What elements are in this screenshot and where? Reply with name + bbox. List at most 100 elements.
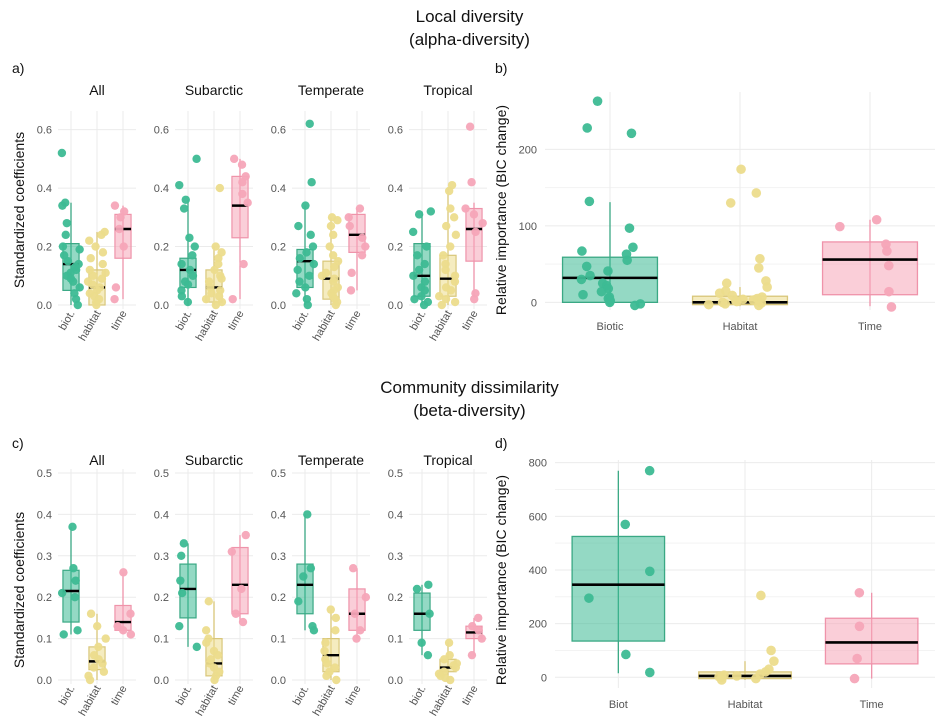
panel-c-facet-1-xtick: biot. bbox=[174, 684, 195, 708]
panel-a-facet-0-point bbox=[91, 242, 100, 251]
panel-label-b: b) bbox=[495, 60, 508, 76]
panel-c-facet-2-ytick: 0.4 bbox=[271, 509, 286, 521]
panel-a-facet-2-point bbox=[317, 271, 327, 280]
panel-a-facet-0-point bbox=[85, 236, 94, 245]
panel-b-point bbox=[622, 255, 632, 266]
panel-a-facet-3-point bbox=[471, 227, 480, 237]
panel-c-facet-2-point bbox=[320, 646, 329, 656]
panel-a-facet-0-point bbox=[97, 274, 107, 283]
panel-d-ytick: 400 bbox=[529, 565, 547, 577]
panel-a-facet-2-xtick: habitat bbox=[311, 309, 338, 344]
panel-a-facet-0-point bbox=[98, 259, 107, 269]
panel-b-point bbox=[577, 246, 587, 256]
panel-a-facet-3-xtick: habitat bbox=[428, 309, 455, 344]
panel-d-point bbox=[621, 649, 631, 660]
panel-a-facet-1-point bbox=[215, 183, 225, 193]
panel-c-facet-3-xtick: habitat bbox=[428, 684, 455, 719]
panel-c-facet-title: Subarctic bbox=[185, 452, 243, 468]
panel-a-facet-3-point bbox=[441, 265, 450, 275]
panel-c-facet-0-xtick: time bbox=[109, 684, 130, 708]
panel-a-facet-1-point bbox=[201, 294, 211, 304]
panel-c-facet-0-point bbox=[98, 659, 107, 668]
panel-a-facet-2-point bbox=[303, 300, 312, 310]
panel-c-facet-1-point bbox=[201, 626, 211, 635]
panel-c-facet-3-ytick: 0.4 bbox=[388, 509, 403, 521]
panel-c-facet-1-xtick: habitat bbox=[194, 684, 221, 719]
panel-a-facet-2-point bbox=[345, 221, 354, 231]
panel-b-point bbox=[886, 302, 897, 312]
panel-c-facet-3-ytick: 0.1 bbox=[388, 634, 403, 646]
panel-c-facet-1-point bbox=[192, 642, 201, 652]
panel-d-point bbox=[731, 671, 742, 681]
panel-d-point bbox=[766, 645, 776, 656]
panel-c-facet-2-point bbox=[348, 564, 358, 573]
panel-c-facet-title: All bbox=[89, 452, 105, 468]
panel-a-facet-3-point bbox=[419, 300, 429, 310]
panel-c-facet-3-xtick: time bbox=[460, 684, 481, 708]
panel-a-facet-2-point bbox=[358, 233, 367, 242]
panel-c-facet-3-point bbox=[417, 638, 426, 647]
panel-a-facet-2-point bbox=[361, 242, 370, 251]
panel-c-facet-1-point bbox=[238, 617, 248, 627]
panel-a-facet-1-point bbox=[217, 274, 226, 283]
panel-c-facet-0-point bbox=[57, 588, 67, 598]
panel-b-xtick: Biotic bbox=[597, 321, 624, 333]
panel-c-facet-2-ytick: 0.1 bbox=[271, 634, 286, 646]
panel-c-ylabel: Standardized coefficients bbox=[11, 512, 27, 668]
panel-c-facet-2-point bbox=[331, 626, 340, 635]
panel-a-facet-1-point bbox=[210, 265, 219, 275]
panel-b-point bbox=[592, 96, 603, 106]
panel-c-facet-1-point bbox=[231, 609, 241, 618]
panel-a-facet-3-point bbox=[408, 227, 418, 237]
panel-a-facet-0-point bbox=[116, 213, 125, 222]
panel-b-point bbox=[883, 260, 894, 271]
panel-c-facet-3-point bbox=[439, 655, 449, 664]
panel-b-point bbox=[581, 261, 592, 272]
panel-a-facet-1-point bbox=[238, 178, 247, 187]
panel-c-facet-3-point bbox=[412, 584, 422, 594]
panel-a-facet-2-point bbox=[305, 119, 314, 128]
panel-a-facet-3-point bbox=[437, 300, 447, 310]
panel-d-point bbox=[852, 653, 862, 664]
panel-b-point bbox=[703, 299, 714, 310]
panel-d-point bbox=[644, 465, 655, 476]
panel-a-facet-1-point bbox=[211, 300, 221, 310]
panel-a-facet-2-point bbox=[301, 283, 310, 292]
panel-c-facet-2-point bbox=[332, 675, 341, 685]
panel-c-facet-3-ytick: 0.2 bbox=[388, 592, 403, 604]
panel-a-facet-3-point bbox=[441, 259, 450, 269]
panel-d-point bbox=[854, 621, 865, 632]
panel-a-facet-2-point bbox=[328, 251, 338, 260]
panel-c-facet-1-ytick: 0.2 bbox=[154, 592, 169, 604]
panel-a-facet-2-point bbox=[346, 286, 356, 295]
panel-a-facet-1-point bbox=[179, 204, 189, 213]
panel-a-facet-2-ytick: 0.2 bbox=[271, 242, 286, 254]
panel-b-xtick: Habitat bbox=[723, 321, 758, 333]
panel-c-facet-2-point bbox=[321, 638, 330, 647]
panel-c-facet-0-point bbox=[89, 663, 98, 672]
panel-c-facet-0-point bbox=[86, 609, 96, 618]
panel-a-facet-2-point bbox=[347, 268, 356, 278]
panel-a-facet-2-point bbox=[293, 265, 302, 275]
panel-b-point bbox=[736, 164, 746, 175]
panel-b-point bbox=[835, 221, 845, 232]
panel-a-facet-0-point bbox=[110, 294, 119, 304]
panel-c-facet-0-point bbox=[92, 621, 102, 631]
panel-d-xtick: Habitat bbox=[728, 699, 763, 711]
panel-a-facet-1-xtick: habitat bbox=[194, 309, 221, 344]
panel-a-facet-3-point bbox=[441, 294, 451, 304]
panel-a-facet-2-point bbox=[307, 178, 316, 187]
panel-c-facet-0-xtick: biot. bbox=[57, 684, 78, 708]
panel-c-facet-3-point bbox=[444, 638, 454, 647]
panel-a-facet-1-xtick: time bbox=[226, 309, 247, 333]
panel-c-facet-2-xtick: biot. bbox=[291, 684, 312, 708]
panel-d-point bbox=[751, 673, 761, 684]
panel-a-facet-0-xtick: time bbox=[109, 309, 130, 333]
panel-b-point bbox=[578, 289, 588, 300]
panel-c-facet-2-point bbox=[350, 609, 360, 618]
panel-d-point bbox=[645, 667, 655, 678]
panel-b-ytick: 200 bbox=[519, 144, 537, 156]
panel-c-facet-1-point bbox=[177, 551, 186, 560]
panel-a-facet-2-point bbox=[333, 216, 342, 225]
